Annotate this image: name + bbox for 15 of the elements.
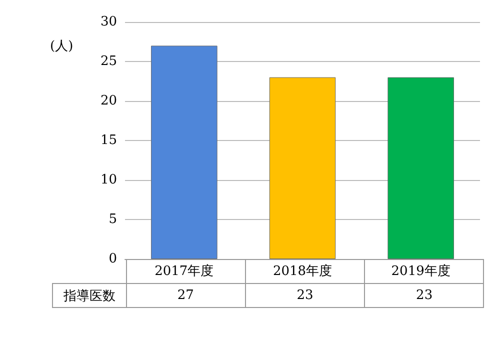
- y-axis-title: (人): [50, 39, 74, 54]
- data-label: 23: [245, 284, 365, 308]
- y-tick-label: 15: [100, 133, 117, 148]
- x-tick-label: 2019年度: [391, 263, 450, 279]
- y-tick-label: 30: [100, 14, 117, 30]
- data-label: 27: [126, 284, 246, 308]
- text: 指導医数: [52, 284, 126, 308]
- y-tick-label: 20: [100, 94, 117, 108]
- y-tick-label: 10: [100, 172, 117, 188]
- x-tick-label: 2017年度: [154, 263, 214, 279]
- y-tick-label: 0: [108, 252, 117, 266]
- y-tick-label: 5: [108, 212, 117, 227]
- data-label: 23: [364, 284, 484, 308]
- y-tick-label: 25: [100, 54, 117, 69]
- x-tick-label: 2018年度: [272, 263, 332, 279]
